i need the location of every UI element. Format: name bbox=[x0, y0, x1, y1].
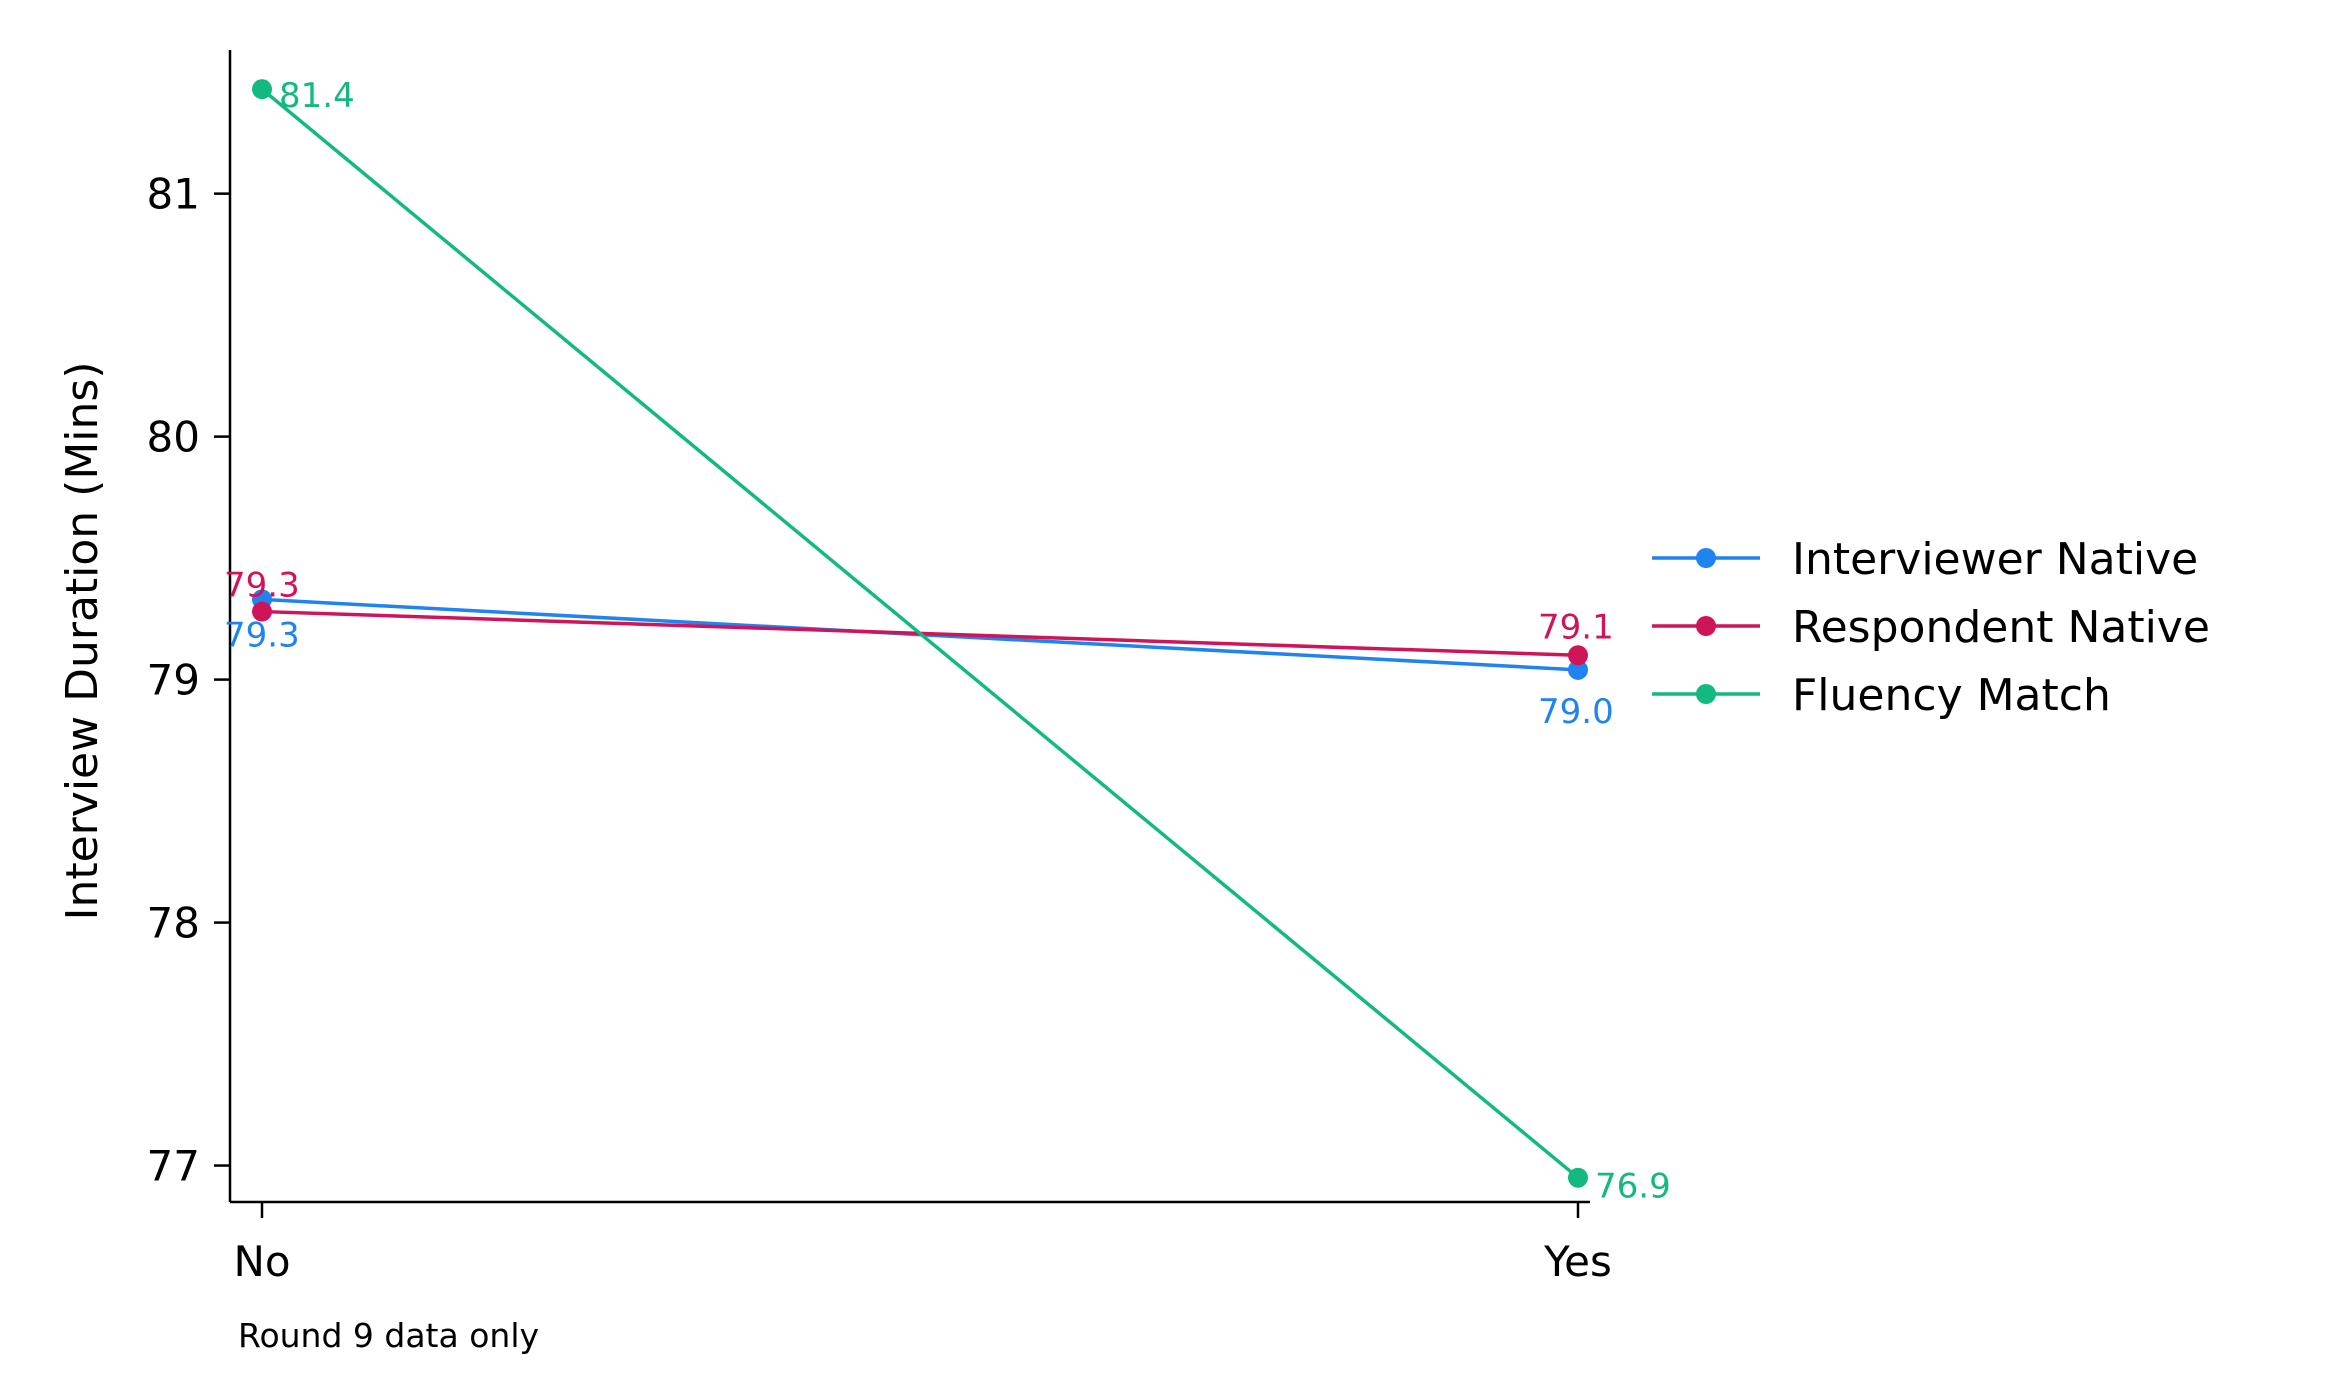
legend-swatch-marker bbox=[1696, 684, 1716, 704]
data-point bbox=[252, 601, 272, 622]
y-axis-title: Interview Duration (Mins) bbox=[57, 361, 108, 920]
legend-item: Interviewer Native bbox=[1652, 534, 2198, 585]
y-tick-label: 78 bbox=[147, 899, 200, 948]
y-tick-label: 81 bbox=[147, 170, 200, 219]
legend-label: Fluency Match bbox=[1792, 670, 2111, 721]
series-fluency-match: 81.4 76.9 bbox=[252, 76, 1671, 1207]
y-tick-label: 80 bbox=[147, 413, 200, 462]
data-point bbox=[1568, 645, 1588, 666]
data-label: 76.9 bbox=[1595, 1167, 1671, 1207]
data-label: 79.0 bbox=[1538, 692, 1614, 732]
series-line bbox=[260, 87, 1580, 1180]
series-respondent-native: 79.3 79.1 bbox=[224, 566, 1614, 666]
data-label: 79.1 bbox=[1538, 607, 1614, 647]
legend-item: Respondent Native bbox=[1652, 602, 2210, 653]
legend-label: Respondent Native bbox=[1792, 602, 2210, 653]
series-group: 79.3 79.0 79.3 79.1 81.4 76.9 bbox=[224, 76, 1671, 1207]
data-point bbox=[252, 79, 272, 100]
legend-swatch-marker bbox=[1696, 616, 1716, 636]
y-tick-label: 77 bbox=[147, 1142, 200, 1191]
data-point bbox=[1568, 1167, 1588, 1188]
chart-note: Round 9 data only bbox=[238, 1316, 539, 1355]
data-label: 81.4 bbox=[279, 76, 355, 116]
y-ticks: 77 78 79 80 81 bbox=[147, 170, 230, 1191]
legend-label: Interviewer Native bbox=[1792, 534, 2198, 585]
x-ticks: No Yes bbox=[233, 1202, 1612, 1286]
data-point bbox=[1568, 659, 1588, 680]
y-tick-label: 79 bbox=[147, 656, 200, 705]
x-tick-label: Yes bbox=[1543, 1237, 1612, 1286]
legend: Interviewer Native Respondent Native Fluen… bbox=[1652, 534, 2210, 721]
x-tick-label: No bbox=[233, 1237, 290, 1286]
data-label: 79.3 bbox=[224, 566, 300, 606]
legend-item: Fluency Match bbox=[1652, 670, 2111, 721]
series-interviewer-native: 79.3 79.0 bbox=[224, 589, 1614, 732]
legend-swatch-marker bbox=[1696, 548, 1716, 568]
data-label: 79.3 bbox=[224, 615, 300, 655]
